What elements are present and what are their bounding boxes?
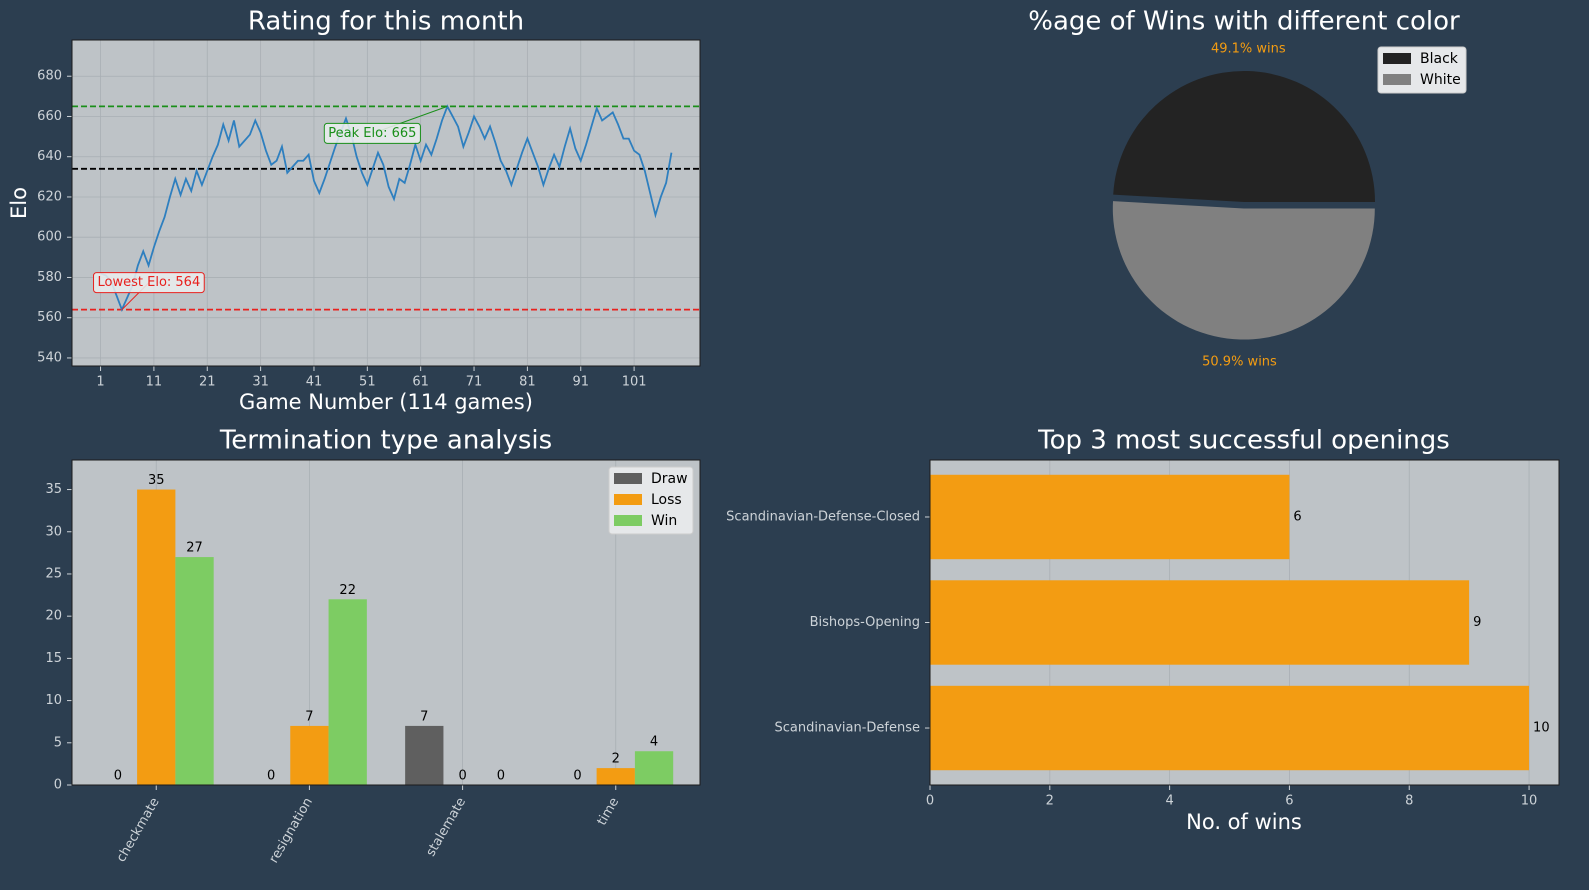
x-tick-label: 11 — [146, 375, 163, 390]
legend-swatch — [614, 473, 642, 484]
bar-value-label: 0 — [497, 769, 505, 784]
legend-label: White — [1420, 72, 1461, 88]
x-tick-label: 41 — [306, 375, 323, 390]
y-tick-label: 580 — [37, 270, 62, 285]
x-tick-label: 10 — [1521, 794, 1538, 809]
x-tick-label: time — [595, 795, 623, 828]
bar-value-label: 0 — [114, 769, 122, 784]
chart-title: %age of Wins with different color — [1028, 7, 1460, 37]
legend-swatch — [1383, 53, 1411, 64]
y-tick-label: 15 — [45, 651, 62, 666]
y-tick-label: 640 — [37, 149, 62, 164]
bar — [405, 725, 444, 785]
legend-swatch — [1383, 74, 1411, 85]
legend-swatch — [614, 515, 642, 526]
bar-value-label: 10 — [1533, 721, 1550, 736]
x-tick-label: 2 — [1046, 794, 1054, 809]
plot-area — [72, 40, 700, 366]
x-tick-label: 61 — [412, 375, 429, 390]
y-tick-label: 25 — [45, 566, 62, 581]
x-axis-label: No. of wins — [1186, 810, 1302, 834]
x-tick-label: 101 — [622, 375, 647, 390]
chart-title: Rating for this month — [248, 7, 524, 37]
pie-label: 49.1% wins — [1211, 41, 1286, 56]
x-tick-label: 4 — [1165, 794, 1173, 809]
x-tick-label: resignation — [267, 795, 316, 866]
annotation-box — [93, 272, 205, 294]
y-tick-label: 0 — [54, 778, 62, 793]
y-tick-label: Scandinavian-Defense-Closed — [726, 509, 920, 524]
x-tick-label: checkmate — [114, 795, 163, 865]
x-tick-label: 81 — [519, 375, 536, 390]
bar-value-label: 35 — [148, 473, 165, 488]
x-tick-label: stalemate — [424, 795, 470, 859]
chart-title: Top 3 most successful openings — [1037, 426, 1450, 456]
bar-value-label: 9 — [1473, 615, 1481, 630]
pie-slice — [1113, 70, 1375, 202]
bar — [328, 599, 367, 785]
annotation-text: Peak Elo: 665 — [328, 126, 416, 141]
bar — [930, 474, 1290, 560]
bar — [634, 751, 674, 785]
plot-frame — [929, 459, 1560, 786]
bar-value-label: 7 — [420, 709, 428, 724]
x-tick-label: 0 — [926, 794, 934, 809]
bar-value-label: 7 — [305, 709, 313, 724]
legend-label: Draw — [651, 471, 688, 487]
x-tick-label: 71 — [466, 375, 483, 390]
bar — [930, 685, 1530, 771]
y-tick-label: 660 — [37, 109, 62, 124]
bar-value-label: 0 — [458, 769, 466, 784]
y-tick-label: Bishops-Opening — [810, 615, 920, 630]
bar — [137, 489, 176, 785]
y-tick-label: 30 — [45, 524, 62, 539]
bar-value-label: 4 — [650, 735, 658, 750]
bar-value-label: 27 — [186, 541, 203, 556]
bar-value-label: 0 — [267, 769, 275, 784]
plot-frame — [71, 39, 701, 367]
bar-value-label: 2 — [612, 752, 620, 767]
bar — [596, 768, 635, 785]
legend-swatch — [614, 494, 642, 505]
x-tick-label: 21 — [199, 375, 216, 390]
plot-frame — [71, 459, 701, 786]
bar — [930, 580, 1470, 665]
x-tick-label: 8 — [1405, 794, 1413, 809]
rating-line — [100, 104, 673, 313]
y-tick-label: 35 — [45, 482, 62, 497]
bar-value-label: 22 — [339, 583, 356, 598]
annotation-text: Lowest Elo: 564 — [98, 275, 201, 290]
pie-slice — [1112, 201, 1375, 340]
y-axis-label: Elo — [7, 187, 31, 219]
annotation-box — [323, 122, 421, 144]
y-tick-label: 5 — [54, 735, 62, 750]
x-axis-label: Game Number (114 games) — [239, 390, 533, 414]
y-tick-label: 620 — [37, 189, 62, 204]
x-tick-label: 6 — [1285, 794, 1293, 809]
bar — [175, 557, 214, 785]
y-tick-label: 560 — [37, 310, 62, 325]
legend-label: Black — [1420, 51, 1459, 67]
bar-value-label: 0 — [573, 769, 581, 784]
x-tick-label: 51 — [359, 375, 376, 390]
y-tick-label: 20 — [45, 609, 62, 624]
legend-label: Loss — [651, 492, 682, 508]
legend-label: Win — [651, 513, 677, 529]
y-tick-label: 10 — [45, 693, 62, 708]
pie-label: 50.9% wins — [1202, 354, 1277, 369]
y-tick-label: Scandinavian-Defense — [775, 721, 920, 736]
y-tick-label: 600 — [37, 230, 62, 245]
x-tick-label: 31 — [252, 375, 269, 390]
x-tick-label: 1 — [96, 375, 104, 390]
y-tick-label: 680 — [37, 69, 62, 84]
bar — [290, 725, 329, 785]
chart-title: Termination type analysis — [219, 426, 552, 456]
x-tick-label: 91 — [572, 375, 589, 390]
y-tick-label: 540 — [37, 350, 62, 365]
bar-value-label: 6 — [1293, 509, 1301, 524]
